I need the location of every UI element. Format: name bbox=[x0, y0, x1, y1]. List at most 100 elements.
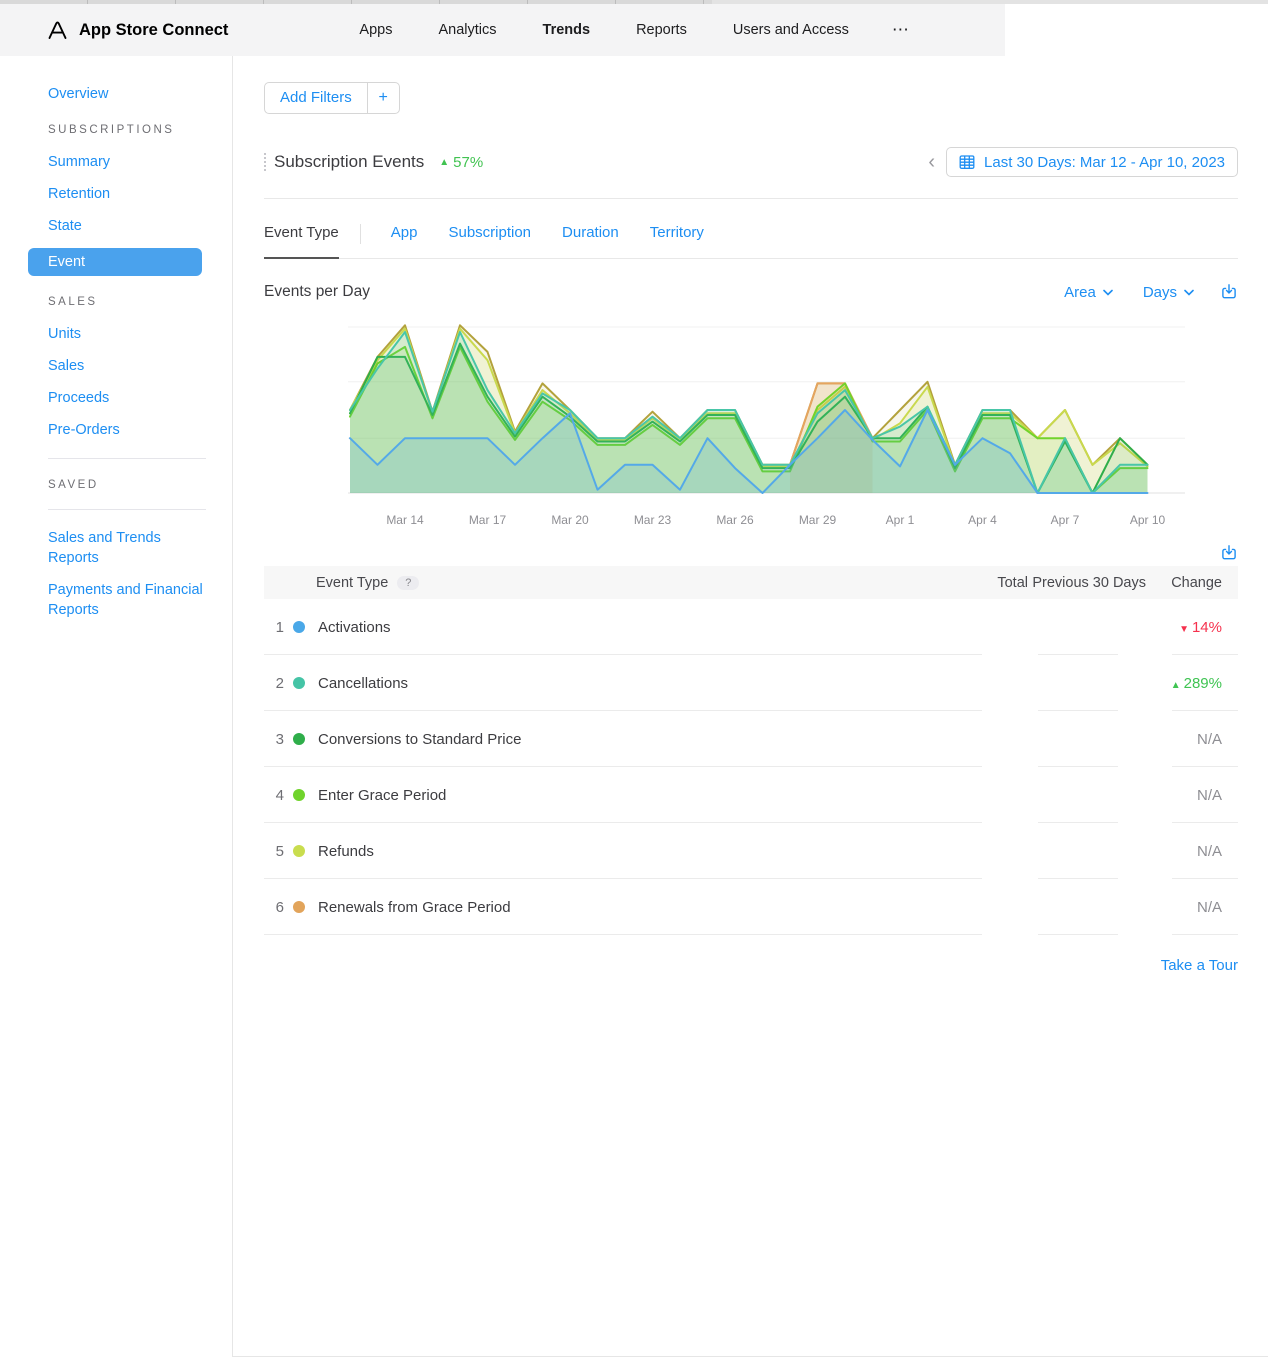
sidebar-item-summary[interactable]: Summary bbox=[48, 154, 111, 170]
table-header: Event Type ? Total Previous 30 Days Chan… bbox=[264, 566, 1238, 599]
summary-row: Subscription Events ▲ 57% ‹ Last 30 Days… bbox=[264, 147, 1238, 177]
download-icon bbox=[1222, 284, 1236, 299]
sidebar-item-proceeds[interactable]: Proceeds bbox=[48, 390, 110, 406]
table-row[interactable]: 5 Refunds N/A bbox=[264, 823, 1238, 879]
series-line-conversions-to-standard-price bbox=[349, 342, 1149, 494]
event-type-label: Refunds bbox=[318, 842, 374, 860]
event-type-table: 1 Activations ▼ 14% 2 Cancellations ▲ 289% 3 Conv… bbox=[264, 599, 1238, 935]
chevron-left-icon[interactable]: ‹ bbox=[928, 151, 936, 173]
browser-tab-strip-segments bbox=[0, 0, 712, 4]
add-filters-button[interactable]: Add Filters bbox=[265, 83, 368, 113]
sidebar-item-pre-orders[interactable]: Pre-Orders bbox=[48, 422, 120, 438]
column-change: Change bbox=[1171, 574, 1222, 591]
row-divider bbox=[264, 766, 982, 767]
app-title: App Store Connect bbox=[79, 20, 229, 39]
chart-download-button[interactable] bbox=[1220, 283, 1238, 301]
table-row[interactable]: 4 Enter Grace Period N/A bbox=[264, 767, 1238, 823]
nav-more-menu[interactable]: ⋯ bbox=[891, 20, 910, 39]
column-previous-30-days: Previous 30 Days bbox=[1032, 574, 1146, 591]
table-download-button[interactable] bbox=[1220, 544, 1238, 562]
drag-handle-icon[interactable] bbox=[264, 153, 266, 171]
event-type-label: Cancellations bbox=[318, 674, 409, 692]
sidebar-item-state[interactable]: State bbox=[48, 218, 82, 234]
x-axis-tick-label: Mar 26 bbox=[716, 513, 754, 527]
event-type-label: Renewals from Grace Period bbox=[318, 898, 511, 916]
row-divider bbox=[1172, 934, 1238, 935]
row-divider bbox=[1172, 878, 1238, 879]
change-text: N/A bbox=[1196, 842, 1222, 860]
chart-type-value: Area bbox=[1064, 283, 1096, 301]
table-row[interactable]: 6 Renewals from Grace Period N/A bbox=[264, 879, 1238, 935]
nav-item-trends[interactable]: Trends bbox=[542, 22, 591, 38]
summary-change-badge: ▲ 57% bbox=[439, 154, 483, 171]
sidebar-item-sales-and-trends-reports[interactable]: Sales and Trends Reports bbox=[48, 530, 161, 566]
event-type-label: Activations bbox=[318, 618, 391, 636]
x-axis-tick-label: Apr 4 bbox=[968, 513, 997, 527]
help-badge[interactable]: ? bbox=[397, 575, 420, 590]
events-per-day-chart: Mar 14 Mar 17 Mar 20 Mar 23 Mar 26 Mar 29 Apr … bbox=[264, 305, 1238, 542]
sidebar-item-retention[interactable]: Retention bbox=[48, 186, 111, 202]
summary-divider bbox=[264, 198, 1238, 199]
sidebar-section-subscriptions: SUBSCRIPTIONS bbox=[48, 124, 175, 136]
tab-separator bbox=[359, 224, 361, 244]
sidebar-item-overview[interactable]: Overview bbox=[48, 86, 109, 102]
sidebar-divider bbox=[48, 509, 206, 510]
change-value: N/A bbox=[1146, 843, 1222, 860]
sidebar-item-sales[interactable]: Sales bbox=[48, 358, 85, 374]
chart-header: Events per Day Area Days bbox=[264, 283, 1238, 301]
brand: App Store Connect bbox=[0, 19, 228, 42]
nav-item-analytics[interactable]: Analytics bbox=[438, 22, 497, 38]
series-line-activations bbox=[349, 409, 1149, 494]
chart-type-selector[interactable]: Area bbox=[1064, 284, 1113, 301]
filter-group: Add Filters + bbox=[264, 82, 400, 114]
tab-territory[interactable]: Territory bbox=[649, 224, 704, 241]
series-area-conversions-to-standard-price bbox=[350, 343, 1148, 493]
row-divider bbox=[1172, 710, 1238, 711]
date-range-button[interactable]: Last 30 Days: Mar 12 - Apr 10, 2023 bbox=[946, 147, 1238, 177]
date-range-label: Last 30 Days: Mar 12 - Apr 10, 2023 bbox=[984, 153, 1225, 171]
tab-subscription[interactable]: Subscription bbox=[448, 224, 532, 241]
row-divider bbox=[264, 822, 982, 823]
column-event-type: Event Type ? bbox=[264, 575, 908, 591]
row-divider bbox=[264, 654, 982, 655]
row-divider bbox=[1038, 766, 1118, 767]
sidebar-item-payments-and-financial-reports[interactable]: Payments and Financial Reports bbox=[48, 582, 203, 618]
change-value: N/A bbox=[1146, 899, 1222, 916]
sidebar-section-saved: SAVED bbox=[48, 479, 99, 491]
table-row[interactable]: 1 Activations ▼ 14% bbox=[264, 599, 1238, 655]
take-a-tour-link[interactable]: Take a Tour bbox=[1160, 957, 1238, 974]
row-divider bbox=[1038, 878, 1118, 879]
series-line-cancellations bbox=[349, 331, 1149, 494]
x-axis-tick-label: Mar 23 bbox=[634, 513, 672, 527]
tab-duration[interactable]: Duration bbox=[562, 224, 619, 241]
summary-change-value: 57% bbox=[453, 153, 484, 171]
nav-item-users-and-access[interactable]: Users and Access bbox=[732, 22, 849, 38]
tab-app[interactable]: App bbox=[390, 224, 418, 241]
column-total: Total bbox=[997, 574, 1028, 591]
row-index: 1 bbox=[275, 618, 284, 636]
x-axis-tick-label: Mar 20 bbox=[551, 513, 589, 527]
change-text: 289% bbox=[1183, 674, 1222, 692]
events-chart-svg: Mar 14 Mar 17 Mar 20 Mar 23 Mar 26 Mar 29 Apr … bbox=[348, 324, 1185, 527]
row-index: 4 bbox=[275, 786, 284, 804]
chart-interval-selector[interactable]: Days bbox=[1143, 284, 1194, 301]
row-divider bbox=[1038, 934, 1118, 935]
change-text: 14% bbox=[1191, 618, 1222, 636]
down-arrow-icon: ▼ bbox=[1179, 623, 1189, 635]
add-filter-plus-button[interactable]: + bbox=[378, 89, 388, 106]
tour-row: Take a Tour bbox=[264, 957, 1238, 974]
row-divider bbox=[1038, 654, 1118, 655]
row-divider bbox=[264, 878, 982, 879]
nav-item-reports[interactable]: Reports bbox=[636, 22, 687, 38]
table-download-row bbox=[264, 542, 1238, 564]
nav-item-apps[interactable]: Apps bbox=[359, 22, 393, 38]
tab-event-type[interactable]: Event Type bbox=[264, 224, 339, 259]
row-divider bbox=[1038, 822, 1118, 823]
table-row[interactable]: 2 Cancellations ▲ 289% bbox=[264, 655, 1238, 711]
chart-interval-value: Days bbox=[1142, 283, 1177, 301]
series-color-dot bbox=[293, 621, 305, 633]
sidebar-item-event[interactable]: Event bbox=[28, 248, 202, 276]
sidebar-item-units[interactable]: Units bbox=[48, 326, 82, 342]
row-divider bbox=[264, 934, 982, 935]
table-row[interactable]: 3 Conversions to Standard Price N/A bbox=[264, 711, 1238, 767]
